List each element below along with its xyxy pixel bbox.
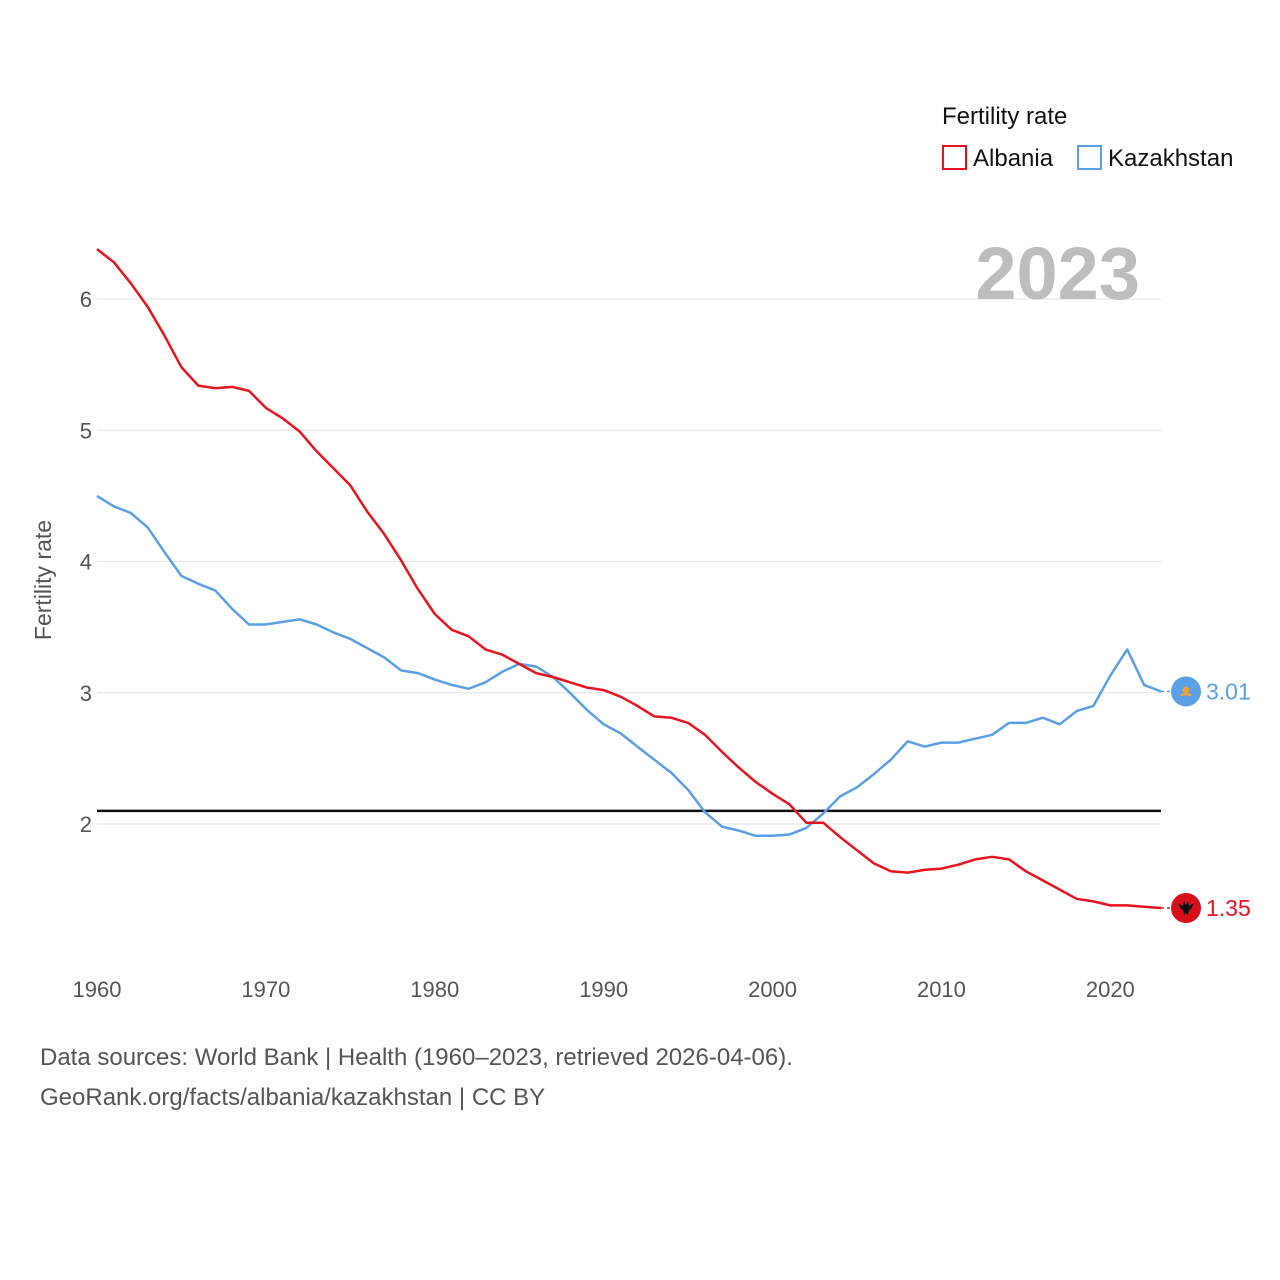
- albania-eagle-emblem: [1178, 901, 1194, 915]
- y-tick-label: 3: [80, 681, 92, 706]
- x-axis-ticks: 1960 1970 1980 1990 2000 2010 2020: [73, 977, 1135, 1002]
- gridlines: [97, 298, 1161, 825]
- x-tick-label: 1960: [73, 977, 122, 1002]
- source-url-line: GeoRank.org/facts/albania/kazakhstan | C…: [40, 1084, 546, 1111]
- end-value-albania: 1.35: [1206, 895, 1251, 921]
- series-line-kazakhstan: [96, 494, 1162, 838]
- series-line-albania: [96, 248, 1162, 910]
- end-value-kazakhstan: 3.01: [1206, 678, 1251, 704]
- y-tick-label: 2: [80, 812, 92, 837]
- x-tick-label: 1970: [241, 977, 290, 1002]
- x-tick-label: 2020: [1086, 977, 1135, 1002]
- x-tick-label: 1990: [579, 977, 628, 1002]
- legend: Fertility rate Albania Kazakhstan: [942, 103, 1233, 172]
- legend-label-albania: Albania: [973, 145, 1054, 172]
- legend-title: Fertility rate: [942, 103, 1067, 130]
- legend-swatch-albania: [942, 145, 967, 170]
- kazakhstan-sun-emblem: [1180, 686, 1192, 697]
- end-marker-kazakhstan: 3.01: [1161, 676, 1251, 707]
- y-axis-ticks: 2 3 4 5 6: [80, 287, 92, 837]
- y-axis-title: Fertility rate: [30, 520, 56, 640]
- y-tick-label: 5: [80, 418, 92, 443]
- legend-swatch-kazakhstan: [1077, 145, 1102, 170]
- x-tick-label: 2000: [748, 977, 797, 1002]
- end-marker-albania: 1.35: [1161, 893, 1251, 923]
- legend-label-kazakhstan: Kazakhstan: [1108, 145, 1233, 172]
- year-label: 2023: [975, 232, 1140, 315]
- x-tick-label: 2010: [917, 977, 966, 1002]
- source-line: Data sources: World Bank | Health (1960–…: [40, 1044, 793, 1071]
- y-tick-label: 4: [80, 550, 92, 575]
- x-tick-label: 1980: [410, 977, 459, 1002]
- y-tick-label: 6: [80, 287, 92, 312]
